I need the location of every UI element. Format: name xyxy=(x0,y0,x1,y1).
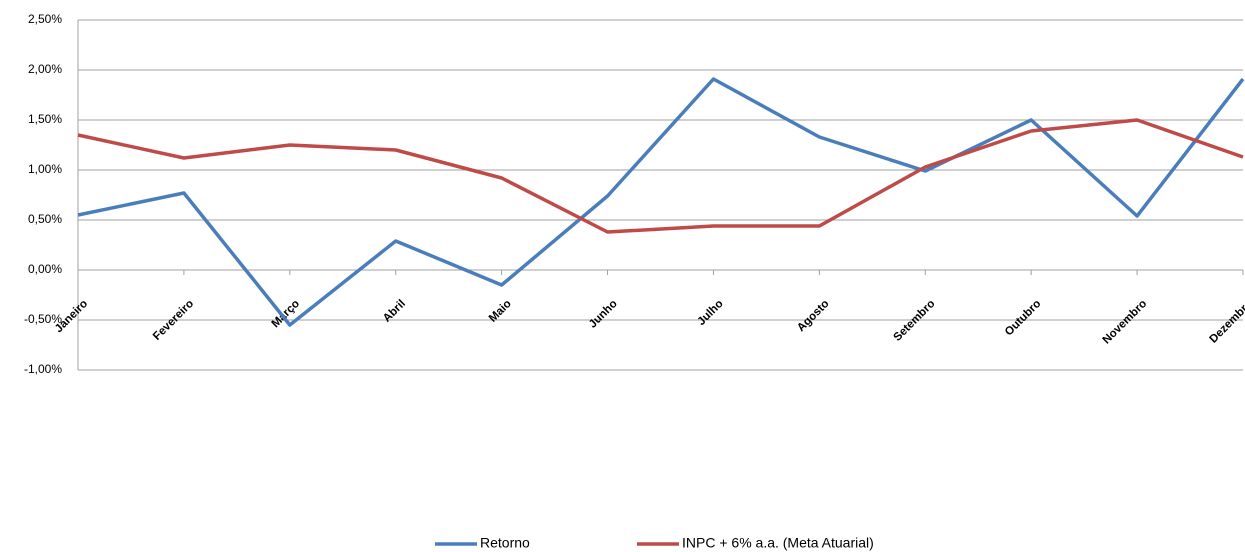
y-tick-label: 0,50% xyxy=(28,212,62,226)
series-line xyxy=(77,77,1245,327)
x-tick-label: Dezembro xyxy=(1207,298,1245,346)
x-tick-label: Março xyxy=(270,298,302,330)
y-tick-label: 0,00% xyxy=(28,262,62,276)
x-tick-label: Abril xyxy=(381,298,408,325)
x-tick-label: Agosto xyxy=(795,298,831,334)
x-tick-label: Setembro xyxy=(892,298,938,344)
y-tick-label: -0,50% xyxy=(24,312,62,326)
x-tick-label: Junho xyxy=(587,298,620,331)
x-tick-label: Julho xyxy=(696,298,726,328)
x-tick-label: Novembro xyxy=(1101,298,1150,347)
y-tick-label: 1,00% xyxy=(28,162,62,176)
y-tick-label: 1,50% xyxy=(28,112,62,126)
legend-label: Retorno xyxy=(480,535,530,551)
y-tick-label: 2,00% xyxy=(28,62,62,76)
x-tick-label: Maio xyxy=(487,298,514,325)
y-tick-label: -1,00% xyxy=(24,362,62,376)
legend-label: INPC + 6% a.a. (Meta Atuarial) xyxy=(682,535,874,551)
y-tick-label: 2,50% xyxy=(28,12,62,26)
series-line xyxy=(77,118,1244,234)
x-tick-label: Outubro xyxy=(1003,298,1044,339)
